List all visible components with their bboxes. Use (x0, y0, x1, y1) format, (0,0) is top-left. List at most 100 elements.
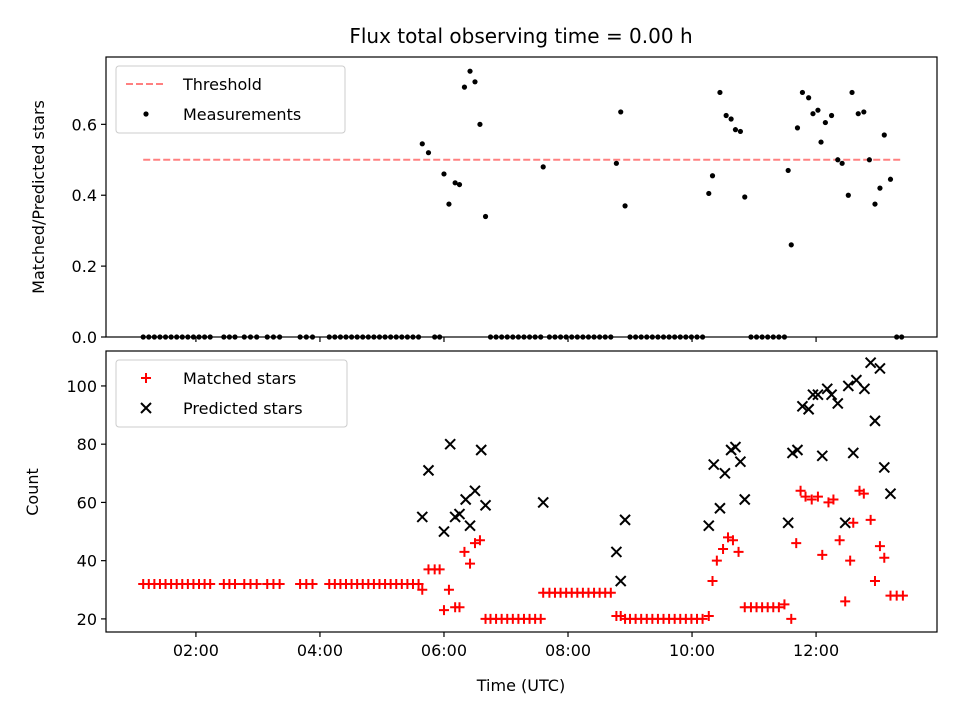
matched-star-point (869, 576, 880, 587)
predicted-star-point (878, 461, 890, 474)
matched-star-point (454, 602, 465, 613)
measurement-point (810, 111, 816, 117)
matched-star-point (438, 605, 449, 616)
matched-star-point (865, 514, 876, 525)
measurement-point (794, 125, 801, 131)
measurement-point (822, 119, 828, 126)
predicted-star-point (858, 383, 871, 395)
legend-label: Matched stars (183, 369, 296, 388)
measurement-point (855, 111, 861, 117)
predicted-star-point (444, 438, 456, 450)
matched-star-point (711, 555, 722, 566)
measurement-point (866, 157, 873, 163)
y-tick-label: 0.6 (72, 115, 97, 134)
legend-matched-swatch (141, 373, 151, 383)
measurement-point (441, 171, 447, 177)
measurement-point (806, 95, 812, 101)
measurement-point (839, 160, 845, 166)
matched-star-point (845, 555, 856, 566)
measurement-point (785, 167, 791, 174)
measurement-point (472, 79, 478, 85)
predicted-star-point (615, 575, 627, 587)
predicted-star-point (610, 546, 623, 558)
matched-star-point (535, 613, 546, 624)
predicted-star-point (816, 450, 828, 462)
measurement-point (467, 68, 473, 74)
predicted-star-point (619, 514, 631, 526)
matched-star-point (307, 578, 318, 589)
axes-frame (105, 56, 938, 338)
predicted-star-point (821, 383, 833, 395)
matched-star-point (718, 544, 729, 555)
series-predicted-stars (416, 356, 897, 587)
measurement-point (723, 112, 729, 119)
y-tick-label: 100 (66, 377, 97, 396)
axes-frame (105, 350, 938, 633)
predicted-star-point (791, 444, 804, 456)
matched-star-point (848, 517, 859, 528)
y-tick-label: 80 (77, 435, 97, 454)
predicted-star-point (850, 374, 863, 386)
predicted-star-point (847, 447, 859, 459)
measurement-point (835, 157, 841, 163)
predicted-star-point (469, 485, 481, 497)
predicted-star-point (703, 520, 715, 532)
top-legend: Threshold Measurements (115, 65, 346, 134)
matched-star-point (858, 488, 869, 499)
legend-label: Measurements (183, 105, 301, 124)
legend-label: Predicted stars (183, 399, 303, 418)
matched-star-point (205, 578, 216, 589)
measurement-point (425, 150, 432, 156)
x-axis-label: Time (UTC) (476, 676, 565, 695)
matched-star-point (812, 491, 823, 502)
matched-star-point (251, 578, 262, 589)
top-plot-area: 0.0 0.2 0.4 0.6 (72, 56, 938, 347)
top-y-axis-label: Matched/Predicted stars (29, 100, 48, 294)
measurement-point (828, 112, 835, 119)
predicted-star-point (479, 499, 492, 512)
measurement-point (861, 109, 867, 115)
predicted-star-point (825, 388, 838, 401)
measurement-point (613, 160, 619, 166)
matched-star-point (840, 596, 851, 607)
matched-star-point (417, 584, 428, 595)
matched-star-point (828, 494, 839, 505)
matched-star-point (459, 546, 470, 557)
measurement-point (728, 116, 734, 122)
matched-star-point (791, 538, 802, 549)
predicted-star-point (464, 520, 476, 532)
predicted-star-point (796, 400, 809, 413)
measurement-point (446, 201, 452, 207)
y-tick-label: 40 (77, 552, 97, 571)
predicted-star-point (864, 356, 877, 369)
matched-star-point (817, 549, 828, 560)
x-tick-label: 10:00 (669, 641, 715, 660)
measurement-point (477, 121, 483, 127)
predicted-star-point (807, 388, 819, 401)
predicted-star-point (839, 517, 851, 529)
matched-star-point (703, 610, 714, 621)
measurement-point (452, 180, 458, 186)
matched-star-point (434, 564, 445, 575)
measurement-point (706, 190, 712, 197)
predicted-star-point (459, 493, 472, 506)
measurement-point (818, 139, 824, 145)
matched-star-point (697, 613, 708, 624)
x-tick-label: 12:00 (793, 641, 839, 660)
matched-star-point (874, 541, 885, 552)
predicted-star-point (475, 444, 487, 456)
predicted-star-point (802, 403, 815, 415)
matched-star-point (800, 491, 811, 502)
series-matched-stars (138, 485, 908, 624)
measurement-point (482, 213, 489, 220)
matched-star-point (605, 587, 616, 598)
predicted-star-point (714, 502, 726, 514)
matched-star-point (795, 485, 806, 496)
x-tick-label: 08:00 (545, 641, 591, 660)
bottom-legend: Matched stars Predicted stars (115, 359, 348, 428)
legend-label: Threshold (182, 75, 262, 94)
matched-star-point (779, 599, 790, 610)
x-tick-label: 06:00 (421, 641, 467, 660)
measurement-point (717, 89, 723, 96)
